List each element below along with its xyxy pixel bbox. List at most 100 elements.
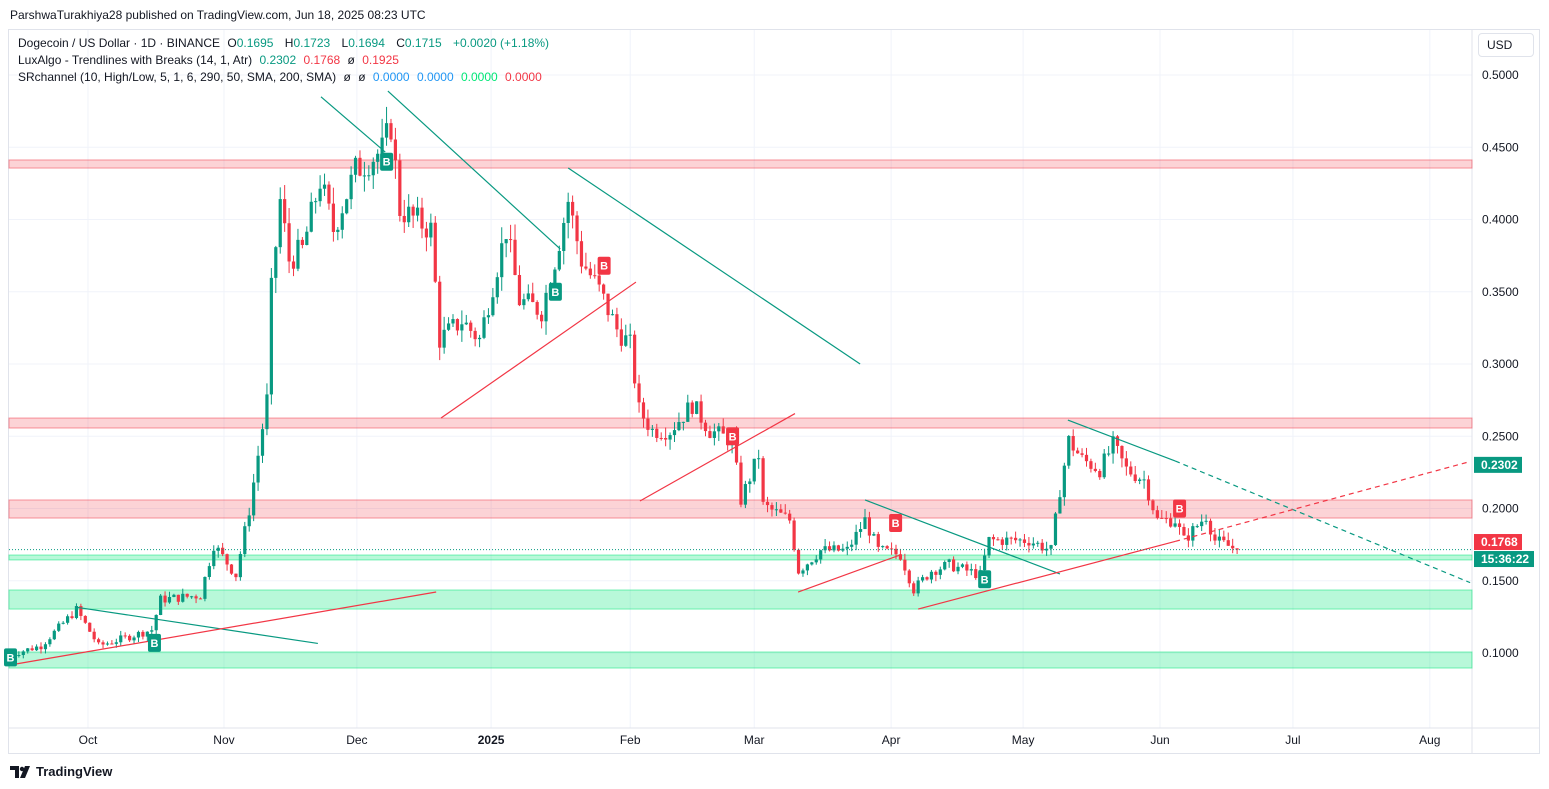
candle-body xyxy=(540,314,544,322)
break-label-text: B xyxy=(981,574,989,586)
candle-body xyxy=(960,564,965,567)
indicator-name[interactable]: SRchannel (10, High/Low, 5, 1, 6, 290, 5… xyxy=(18,70,337,84)
break-label-text: B xyxy=(1176,504,1184,516)
candle-body xyxy=(752,458,756,482)
trendline-up xyxy=(9,591,437,666)
time-axis-label: Nov xyxy=(213,733,234,747)
price-tag-bg xyxy=(1474,534,1522,551)
candle-body xyxy=(579,241,584,267)
symbol-name[interactable]: Dogecoin / US Dollar · 1D · BINANCE xyxy=(18,36,221,50)
candle-body xyxy=(1204,520,1208,522)
candle-body xyxy=(136,631,141,638)
candle-body xyxy=(172,594,176,597)
candle-body xyxy=(743,484,747,505)
candle-body xyxy=(159,595,163,615)
candle-body xyxy=(500,243,504,278)
candle-body xyxy=(748,481,752,485)
candle-body xyxy=(615,314,619,330)
trendline-down xyxy=(320,96,386,153)
publish-info: ParshwaTurakhiya28 published on TradingV… xyxy=(10,8,426,22)
candle-body xyxy=(801,570,805,574)
price-axis-label: 0.4000 xyxy=(1482,213,1519,227)
candle-body xyxy=(1040,542,1044,551)
candle-body xyxy=(132,637,136,641)
indicator-legend-luxalgo: LuxAlgo - Trendlines with Breaks (14, 1,… xyxy=(18,52,553,69)
candle-body xyxy=(810,562,814,565)
break-label-text: B xyxy=(551,287,559,299)
candle-body xyxy=(411,206,415,216)
candle-body xyxy=(349,174,353,200)
candle-body xyxy=(934,571,938,575)
break-label-bg xyxy=(380,152,394,171)
candle-body xyxy=(1177,523,1182,528)
candle-body xyxy=(65,616,70,623)
candle-body xyxy=(34,646,39,651)
price-axis-label: 0.4500 xyxy=(1482,140,1519,154)
candle-body xyxy=(353,157,358,175)
indicator-value: ø xyxy=(343,70,351,84)
break-label-bear: B xyxy=(889,513,903,532)
trendline-down xyxy=(567,167,861,365)
candle-body xyxy=(442,329,446,348)
indicator-name[interactable]: LuxAlgo - Trendlines with Breaks (14, 1,… xyxy=(18,53,253,67)
candle-body xyxy=(672,430,677,436)
candle-body xyxy=(105,643,110,645)
candle-body xyxy=(256,455,260,483)
candle-body xyxy=(907,570,911,584)
break-label-bull: B xyxy=(380,152,394,171)
price-axis-label: 0.1500 xyxy=(1482,574,1519,588)
break-label-bg xyxy=(4,648,17,667)
trendline-down xyxy=(1067,419,1176,462)
candle-body xyxy=(88,622,92,632)
trendline-up xyxy=(797,554,901,593)
candle-body xyxy=(624,335,628,346)
time-axis-label: May xyxy=(1012,733,1035,747)
candle-body xyxy=(402,215,406,223)
break-label-bear: B xyxy=(597,256,611,275)
candle-body xyxy=(393,139,398,161)
candle-body xyxy=(101,642,105,645)
break-label-bg xyxy=(1173,499,1187,518)
candle-body xyxy=(243,526,247,555)
currency-selector[interactable]: USD xyxy=(1478,33,1534,57)
candle-body xyxy=(300,239,304,246)
candle-body xyxy=(819,550,823,560)
candle-body xyxy=(1222,536,1226,541)
candle-body xyxy=(1107,453,1111,455)
candle-body xyxy=(322,184,327,189)
candle-body xyxy=(473,330,477,340)
price-axis-label: 0.1000 xyxy=(1482,646,1519,660)
trendline-up xyxy=(440,281,637,419)
indicator-value: ø xyxy=(358,70,366,84)
candle-body xyxy=(628,334,632,336)
candle-body xyxy=(1146,479,1151,501)
candle-body xyxy=(522,299,526,306)
candle-body xyxy=(398,160,402,216)
candle-body xyxy=(30,648,34,651)
candle-body xyxy=(234,573,238,578)
candle-body xyxy=(708,431,712,438)
candle-body xyxy=(176,594,180,602)
candle-body xyxy=(486,315,491,318)
candle-body xyxy=(460,324,464,331)
candle-body xyxy=(832,545,836,551)
candle-body xyxy=(1138,479,1142,481)
trendline-down xyxy=(864,499,1061,575)
candle-body xyxy=(17,655,21,657)
candle-body xyxy=(703,422,708,432)
candle-body xyxy=(734,435,739,463)
candle-body xyxy=(247,515,251,527)
candle-body xyxy=(336,229,340,232)
price-tag: 0.1768 xyxy=(1481,535,1518,549)
candle-body xyxy=(659,437,663,439)
candle-body xyxy=(464,322,468,325)
candle-body xyxy=(947,559,951,562)
candle-body xyxy=(774,509,778,511)
candle-body xyxy=(57,623,61,631)
candle-body xyxy=(805,564,809,571)
price-tag: 0.2302 xyxy=(1481,458,1518,472)
break-label-bull: B xyxy=(978,570,992,589)
candle-body xyxy=(969,569,973,571)
trendline-extension xyxy=(1174,460,1471,543)
